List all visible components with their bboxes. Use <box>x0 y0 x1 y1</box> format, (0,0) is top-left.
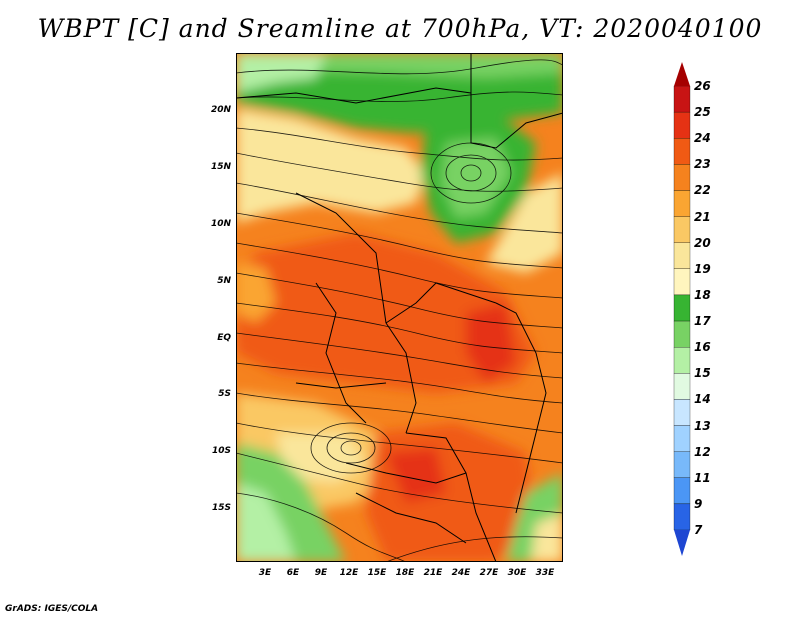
colorbar-swatch <box>673 268 691 296</box>
colorbar-swatch <box>673 503 691 531</box>
lat-label: 10S <box>211 446 231 456</box>
colorbar-swatch <box>673 320 691 348</box>
colorbar-label: 13 <box>694 418 711 433</box>
lon-label: 27E <box>479 568 499 578</box>
lon-label: 18E <box>395 568 415 578</box>
colorbar-swatch <box>673 347 691 374</box>
country-borders <box>236 53 563 562</box>
colorbar-swatch <box>673 164 691 191</box>
colorbar-label: 17 <box>694 314 711 329</box>
lon-label: 24E <box>451 568 471 578</box>
colorbar-label: 18 <box>694 287 711 302</box>
colorbar-label: 19 <box>694 261 711 276</box>
colorbar-label: 12 <box>694 444 711 459</box>
lat-label: 10N <box>210 219 231 229</box>
colorbar-swatch <box>673 294 691 322</box>
lat-label: 15S <box>211 503 231 513</box>
colorbar-label: 26 <box>694 79 711 93</box>
colorbar-label: 23 <box>694 157 711 172</box>
map-frame <box>236 53 563 562</box>
colorbar-swatch <box>673 111 691 139</box>
wbpt-field <box>236 53 563 562</box>
colorbar-label: 21 <box>694 209 711 224</box>
lon-label: 30E <box>507 568 527 578</box>
grads-credit: GrADS: IGES/COLA <box>5 604 99 614</box>
colorbar-swatch <box>673 85 691 113</box>
lat-label: 5N <box>217 276 231 286</box>
lat-label: 15N <box>210 162 231 172</box>
lat-label: 20N <box>210 105 231 115</box>
colorbar-swatch <box>673 373 691 400</box>
colorbar-label: 25 <box>694 105 711 120</box>
colorbar-swatch <box>673 477 691 505</box>
colorbar-bottom-triangle <box>674 530 690 556</box>
colorbar-swatch <box>673 451 691 478</box>
colorbar-swatch <box>673 138 691 165</box>
lon-label: 6E <box>286 568 300 578</box>
colorbar-swatch <box>673 399 691 426</box>
colorbar-label: 7 <box>694 523 703 537</box>
lon-label: 21E <box>423 568 443 578</box>
colorbar-swatch <box>673 425 691 452</box>
colorbar-swatch <box>673 190 691 217</box>
streamlines <box>236 59 563 562</box>
lon-label: 33E <box>535 568 555 578</box>
lat-label: EQ <box>217 333 231 343</box>
lon-label: 15E <box>367 568 387 578</box>
colorbar <box>673 62 691 556</box>
colorbar-label: 15 <box>694 366 711 381</box>
colorbar-label: 14 <box>694 392 711 407</box>
colorbar-label: 9 <box>694 496 703 511</box>
lon-label: 3E <box>258 568 272 578</box>
colorbar-swatch <box>673 216 691 243</box>
colorbar-top-triangle <box>674 62 690 86</box>
lon-label: 9E <box>314 568 328 578</box>
colorbar-swatch <box>673 242 691 269</box>
lon-label: 12E <box>339 568 359 578</box>
lat-label: 5S <box>218 389 231 399</box>
map-panel <box>236 53 563 562</box>
colorbar-label: 24 <box>694 131 711 146</box>
colorbar-label: 22 <box>694 183 711 198</box>
colorbar-label: 20 <box>694 235 711 250</box>
chart-title: WBPT [C] and Sreamline at 700hPa, VT: 20… <box>37 14 763 43</box>
colorbar-label: 16 <box>694 340 711 355</box>
colorbar-label: 11 <box>694 470 711 485</box>
